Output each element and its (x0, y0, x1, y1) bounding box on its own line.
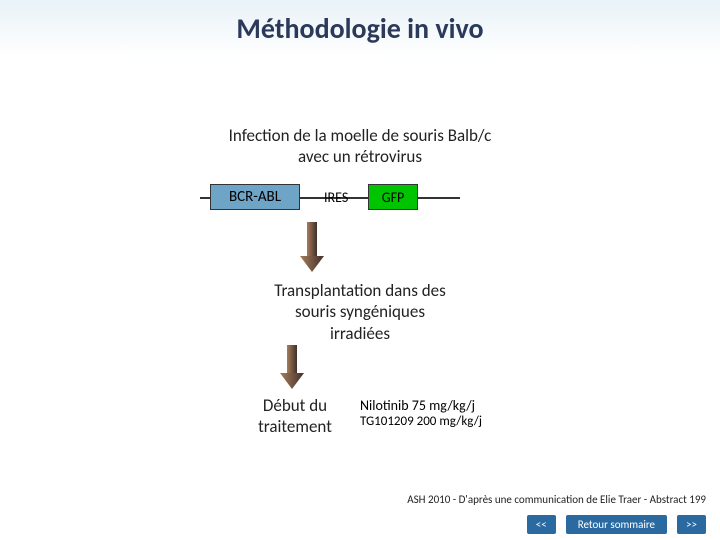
summary-button[interactable]: Retour sommaire (566, 515, 667, 534)
step2-block: Transplantation dans des souris syngéniq… (210, 280, 510, 344)
step1-line1: Infection de la moelle de souris Balb/c (180, 125, 540, 146)
step1-block: Infection de la moelle de souris Balb/c … (180, 125, 540, 168)
drug-nilotinib: Nilotinib 75 mg/kg/j (360, 397, 482, 414)
nav-bar: << Retour sommaire >> (527, 515, 706, 534)
page-title: Méthodologie in vivo (236, 11, 483, 46)
step3-block: Début du traitement (240, 395, 350, 438)
gene-box-bcr-abl: BCR-ABL (210, 184, 300, 210)
step3-line2: traitement (240, 416, 350, 437)
step2-line3: irradiées (210, 323, 510, 344)
title-bar: Méthodologie in vivo (0, 0, 720, 56)
drug-tg101209: TG101209 200 mg/kg/j (360, 414, 482, 429)
step1-line2: avec un rétrovirus (180, 146, 540, 167)
gene-box-gfp: GFP (368, 184, 418, 210)
step2-line1: Transplantation dans des (210, 280, 510, 301)
step3-line1: Début du (240, 395, 350, 416)
retrovirus-construct: BCR-ABL IRES GFP (200, 182, 460, 212)
treatment-drugs: Nilotinib 75 mg/kg/j TG101209 200 mg/kg/… (360, 397, 482, 429)
arrow-down-1-icon (300, 222, 324, 272)
prev-button[interactable]: << (527, 515, 556, 534)
next-button[interactable]: >> (677, 515, 706, 534)
citation-text: ASH 2010 - D'après une communication de … (407, 493, 706, 506)
ires-label: IRES (324, 189, 348, 206)
step2-line2: souris syngéniques (210, 301, 510, 322)
arrow-down-2-icon (280, 345, 304, 389)
